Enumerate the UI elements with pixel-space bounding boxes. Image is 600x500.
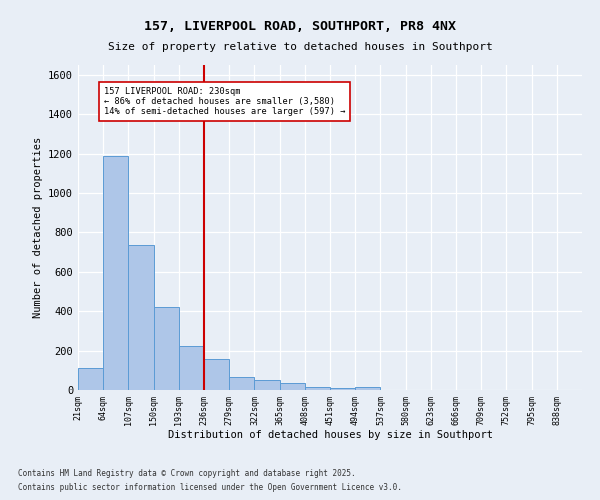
Text: Size of property relative to detached houses in Southport: Size of property relative to detached ho… — [107, 42, 493, 52]
Text: Contains public sector information licensed under the Open Government Licence v3: Contains public sector information licen… — [18, 484, 402, 492]
Bar — [204, 360, 229, 390]
Bar — [305, 387, 330, 390]
Y-axis label: Number of detached properties: Number of detached properties — [32, 137, 43, 318]
Bar — [179, 346, 204, 390]
Bar — [254, 380, 280, 390]
Bar — [78, 368, 103, 390]
X-axis label: Distribution of detached houses by size in Southport: Distribution of detached houses by size … — [167, 430, 493, 440]
Bar — [154, 308, 179, 390]
Bar — [330, 388, 355, 390]
Bar — [128, 245, 154, 390]
Text: 157, LIVERPOOL ROAD, SOUTHPORT, PR8 4NX: 157, LIVERPOOL ROAD, SOUTHPORT, PR8 4NX — [144, 20, 456, 33]
Bar — [229, 377, 254, 390]
Bar — [280, 383, 305, 390]
Text: Contains HM Land Registry data © Crown copyright and database right 2025.: Contains HM Land Registry data © Crown c… — [18, 468, 356, 477]
Bar — [355, 388, 380, 390]
Text: 157 LIVERPOOL ROAD: 230sqm
← 86% of detached houses are smaller (3,580)
14% of s: 157 LIVERPOOL ROAD: 230sqm ← 86% of deta… — [104, 86, 345, 117]
Bar — [103, 156, 128, 390]
